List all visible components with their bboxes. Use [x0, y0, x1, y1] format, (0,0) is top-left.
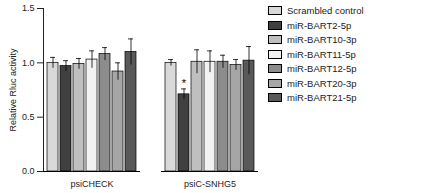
html-text:miR-BART10-3p: miR-BART10-3p [287, 34, 357, 45]
svg-text:0.5: 0.5 [22, 112, 35, 122]
svg-text:1.5: 1.5 [22, 3, 35, 13]
svg-text:*: * [182, 77, 187, 89]
html-text:miR-BART12-5p: miR-BART12-5p [287, 63, 357, 74]
html-text:miR-BART20-3p: miR-BART20-3p [287, 77, 357, 89]
svg-text:1.0: 1.0 [22, 58, 35, 68]
html-text:Scrambled control: Scrambled control [287, 5, 364, 16]
html-text:miR-BART2-5p: miR-BART2-5p [287, 19, 352, 31]
html-text:miR-BART11-5p: miR-BART11-5p [287, 48, 356, 60]
svg-text:0.0: 0.0 [22, 166, 35, 176]
svg-text:psiCHECK: psiCHECK [70, 179, 113, 189]
svg-text:psiC-SNHG5: psiC-SNHG5 [184, 179, 236, 189]
html-text:miR-BART21-5p: miR-BART21-5p [287, 92, 357, 103]
svg-text:Relative Rluc activity: Relative Rluc activity [8, 48, 18, 132]
